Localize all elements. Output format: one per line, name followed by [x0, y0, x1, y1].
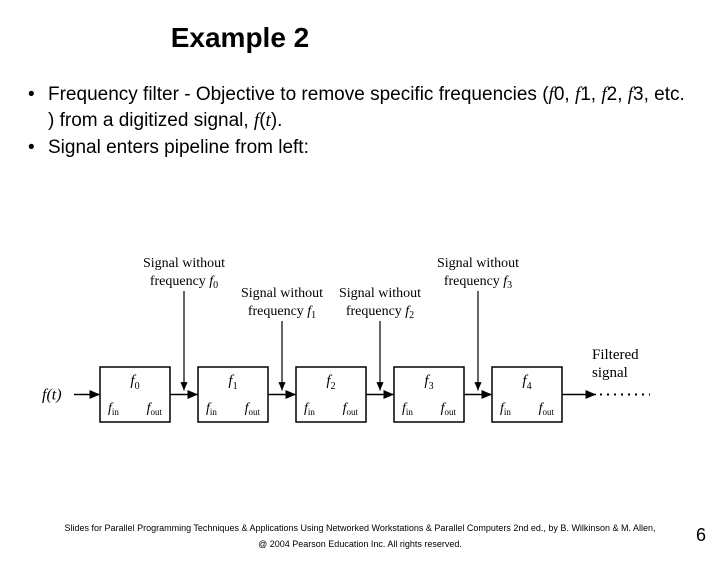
svg-text:Signal without: Signal without	[241, 286, 323, 301]
svg-text:f2: f2	[326, 373, 335, 392]
svg-text:fin: fin	[500, 401, 511, 417]
svg-text:f4: f4	[522, 373, 531, 392]
pipeline-diagram: f(t) f0 fin fout f1 fin fout f2 fin fout f3 fin fout…	[40, 247, 680, 457]
footer: Slides for Parallel Programming Techniqu…	[0, 520, 720, 552]
svg-text:Signal without: Signal without	[437, 256, 519, 271]
svg-text:f3: f3	[424, 373, 433, 392]
page-number: 6	[696, 525, 706, 546]
footer-line2: @ 2004 Pearson Education Inc. All rights…	[0, 536, 720, 552]
svg-text:f(t): f(t)	[42, 387, 62, 404]
svg-text:fin: fin	[206, 401, 217, 417]
svg-text:Filtered: Filtered	[592, 347, 639, 363]
svg-text:frequency f1: frequency f1	[248, 304, 316, 321]
svg-text:fout: fout	[539, 401, 555, 417]
svg-text:fin: fin	[108, 401, 119, 417]
svg-text:fout: fout	[147, 401, 163, 417]
bullet-list: Frequency filter - Objective to remove s…	[28, 82, 692, 161]
svg-text:Signal without: Signal without	[143, 256, 225, 271]
svg-text:signal: signal	[592, 365, 628, 381]
page-title: Example 2	[80, 22, 400, 54]
svg-text:Signal without: Signal without	[339, 286, 421, 301]
svg-text:frequency f2: frequency f2	[346, 304, 414, 321]
svg-text:fout: fout	[245, 401, 261, 417]
svg-text:frequency f0: frequency f0	[150, 274, 218, 291]
svg-text:f1: f1	[228, 373, 237, 392]
svg-text:f0: f0	[130, 373, 139, 392]
svg-text:fout: fout	[343, 401, 359, 417]
svg-text:fin: fin	[402, 401, 413, 417]
bullet-1: Frequency filter - Objective to remove s…	[28, 82, 692, 133]
svg-text:frequency f3: frequency f3	[444, 274, 512, 291]
svg-text:fout: fout	[441, 401, 457, 417]
bullet1-text: Frequency filter - Objective to remove s…	[48, 84, 549, 105]
bullet-2: Signal enters pipeline from left:	[28, 135, 692, 161]
svg-text:fin: fin	[304, 401, 315, 417]
footer-line1: Slides for Parallel Programming Techniqu…	[0, 520, 720, 536]
